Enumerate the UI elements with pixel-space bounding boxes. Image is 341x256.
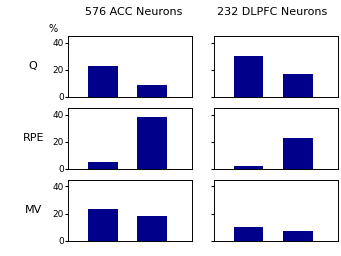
Bar (234, 166, 264, 169)
Bar (137, 84, 167, 97)
Y-axis label: Q: Q (29, 61, 38, 71)
Bar (88, 66, 118, 97)
Text: %: % (48, 24, 57, 35)
Bar (88, 162, 118, 169)
Text: 576 ACC Neurons: 576 ACC Neurons (85, 6, 182, 17)
Bar (137, 216, 167, 241)
Bar (283, 137, 313, 169)
Bar (137, 117, 167, 169)
Y-axis label: RPE: RPE (23, 133, 44, 143)
Bar (234, 227, 264, 241)
Y-axis label: MV: MV (25, 205, 42, 215)
Bar (283, 74, 313, 97)
Bar (88, 209, 118, 241)
Bar (283, 231, 313, 241)
Bar (234, 56, 264, 97)
Text: 232 DLPFC Neurons: 232 DLPFC Neurons (217, 6, 327, 17)
